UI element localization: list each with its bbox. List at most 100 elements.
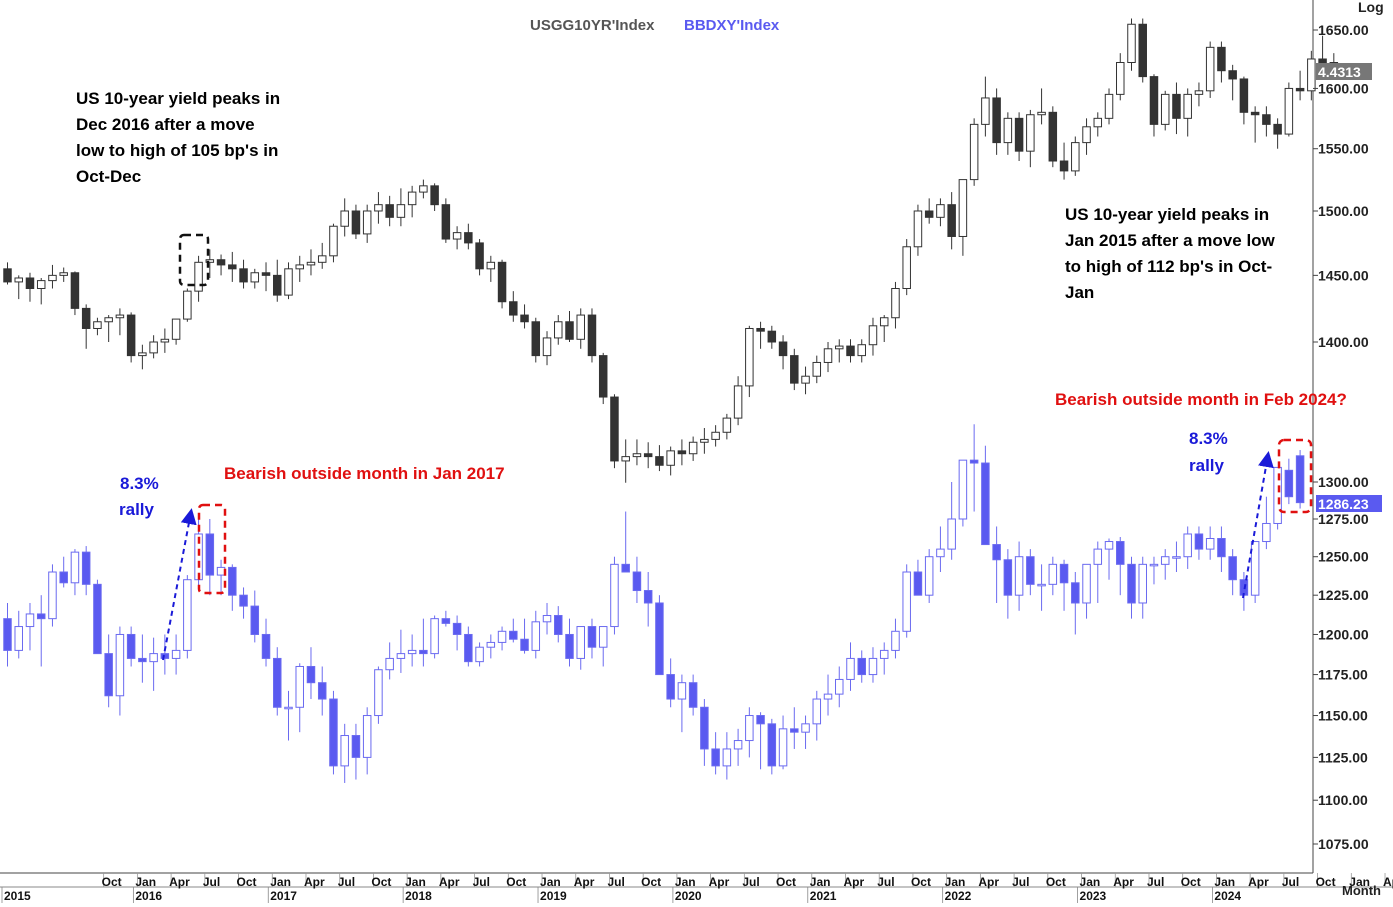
bbdxy-candle: [14, 626, 23, 651]
usgg-candle: [160, 338, 170, 343]
usgg-candle: [857, 344, 866, 357]
usgg-last-value: 4.4313: [1318, 64, 1361, 80]
bbdxy-candle: [554, 615, 563, 635]
annotation-line: US 10-year yield peaks in: [76, 89, 280, 108]
annotation-right-text: US 10-year yield peaks in Jan 2015 after…: [1065, 205, 1276, 302]
bbdxy-candle: [1082, 563, 1091, 604]
bbdxy-candle: [93, 583, 102, 655]
x-month-label: Oct: [1046, 875, 1066, 889]
y-tick-label: 1250.00: [1318, 549, 1369, 565]
bbdxy-candle: [430, 618, 439, 655]
bbdxy-candles: [3, 424, 1305, 783]
bbdxy-candle: [1295, 455, 1305, 504]
bbdxy-candle: [677, 682, 687, 700]
x-month-label: Apr: [304, 875, 325, 889]
usgg-candle: [1194, 90, 1204, 95]
bbdxy-candle: [924, 556, 934, 596]
bbdxy-candle: [59, 571, 68, 584]
period-label: Month: [1342, 883, 1381, 898]
bbdxy-candle: [879, 649, 889, 659]
usgg-candle: [93, 321, 102, 329]
bbdxy-candle: [846, 657, 855, 680]
usgg-candle: [643, 453, 653, 458]
x-month-label: Apr: [439, 875, 460, 889]
bbdxy-candle: [362, 715, 372, 758]
y-tick-label: 1300.00: [1318, 474, 1369, 490]
bbdxy-candle: [1262, 522, 1271, 543]
bbdxy-candle: [1273, 466, 1282, 524]
bbdxy-candle: [1116, 541, 1125, 565]
bbdxy-last-tag: [1316, 495, 1382, 512]
annotation-rally-left-word: rally: [119, 500, 155, 519]
usgg-candle: [194, 261, 203, 292]
usgg-candle: [1014, 117, 1024, 152]
bbdxy-candle: [486, 641, 496, 648]
x-month-label: Oct: [776, 875, 796, 889]
usgg-candle: [239, 268, 248, 283]
bbdxy-candle: [688, 682, 698, 708]
usgg-candle: [576, 314, 585, 340]
usgg-candle: [497, 261, 507, 303]
bbdxy-candle: [823, 693, 833, 700]
usgg-candle: [1149, 76, 1159, 125]
bbdxy-candle: [149, 653, 158, 663]
x-year-label: 2018: [405, 889, 432, 903]
bbdxy-candle: [756, 715, 765, 725]
bbdxy-candle: [1048, 563, 1058, 585]
bbdxy-candle: [497, 630, 507, 643]
x-month-label: Jul: [473, 875, 490, 889]
y-tick-label: 1225.00: [1318, 587, 1369, 603]
usgg-candle: [452, 232, 462, 240]
bbdxy-candle: [1071, 582, 1080, 604]
bbdxy-candle: [1014, 556, 1024, 596]
x-month-label: Oct: [641, 875, 661, 889]
x-month-label: Jul: [742, 875, 759, 889]
usgg-candle: [666, 450, 675, 466]
x-year-label: 2020: [675, 889, 702, 903]
x-year-label: 2024: [1214, 889, 1241, 903]
usgg-candle: [554, 321, 563, 339]
bbdxy-candle: [115, 633, 125, 697]
usgg-candle: [1071, 142, 1080, 172]
bbdxy-candle: [733, 740, 743, 750]
bbdxy-candle: [374, 669, 383, 717]
bbdxy-candle: [3, 618, 12, 651]
y-tick-label: 1125.00: [1318, 749, 1368, 765]
bbdxy-candle: [857, 657, 866, 676]
y-tick-label: 1175.00: [1318, 667, 1368, 683]
usgg-candle: [756, 327, 765, 332]
usgg-candle: [70, 272, 80, 309]
bbdxy-candle: [1003, 559, 1013, 596]
y-tick-label: 1600.00: [1318, 80, 1369, 96]
usgg-last-tag: [1316, 63, 1372, 80]
x-month-label: Oct: [237, 875, 257, 889]
bbdxy-candle: [160, 653, 170, 659]
usgg-candle: [205, 259, 215, 263]
bbdxy-candle: [452, 622, 462, 635]
bbdxy-candle: [790, 728, 799, 733]
annotation-line: US 10-year yield peaks in: [1065, 205, 1269, 224]
bbdxy-candle: [902, 571, 911, 632]
usgg-candle: [947, 204, 956, 237]
bbdxy-candle: [340, 735, 349, 767]
usgg-candle: [3, 268, 12, 283]
bbdxy-candle: [1205, 538, 1215, 550]
bbdxy-candle: [947, 518, 956, 550]
usgg-candle: [1262, 114, 1271, 125]
y-tick-label: 1275.00: [1318, 511, 1369, 527]
usgg-candle: [981, 97, 990, 125]
bbdxy-last-value: 1286.23: [1318, 496, 1369, 512]
bbdxy-candle: [475, 646, 484, 663]
usgg-candle: [385, 204, 394, 218]
usgg-candle: [823, 348, 833, 363]
usgg-candle: [329, 225, 338, 257]
bbdxy-candle: [284, 706, 293, 710]
bbdxy-candle: [1059, 563, 1069, 584]
usgg-candle: [902, 246, 911, 290]
bbdxy-candle: [295, 665, 304, 708]
x-month-label: Apr: [574, 875, 595, 889]
bbdxy-candle: [273, 657, 282, 708]
usgg-candle: [1093, 117, 1103, 128]
bbdxy-candle: [576, 626, 585, 659]
usgg-candle: [261, 272, 271, 276]
